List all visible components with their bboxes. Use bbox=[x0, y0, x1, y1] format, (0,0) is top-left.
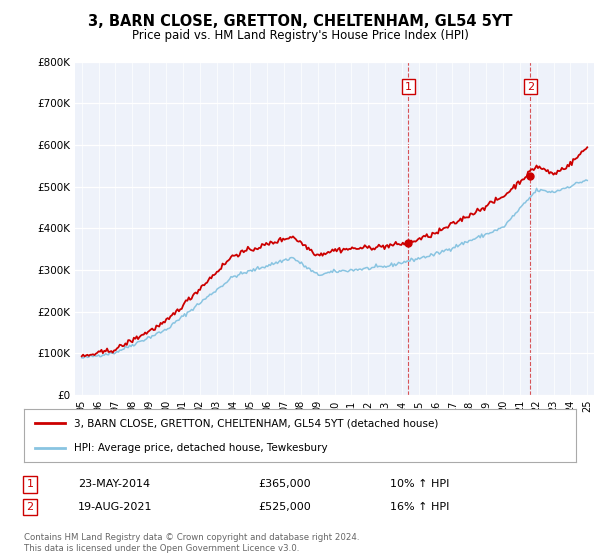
Text: HPI: Average price, detached house, Tewkesbury: HPI: Average price, detached house, Tewk… bbox=[74, 442, 328, 452]
Text: 16% ↑ HPI: 16% ↑ HPI bbox=[390, 502, 449, 512]
Text: 3, BARN CLOSE, GRETTON, CHELTENHAM, GL54 5YT (detached house): 3, BARN CLOSE, GRETTON, CHELTENHAM, GL54… bbox=[74, 418, 438, 428]
Text: 2: 2 bbox=[26, 502, 34, 512]
Text: Contains HM Land Registry data © Crown copyright and database right 2024.
This d: Contains HM Land Registry data © Crown c… bbox=[24, 533, 359, 553]
Text: 3, BARN CLOSE, GRETTON, CHELTENHAM, GL54 5YT: 3, BARN CLOSE, GRETTON, CHELTENHAM, GL54… bbox=[88, 14, 512, 29]
Text: 1: 1 bbox=[405, 82, 412, 92]
Text: 1: 1 bbox=[26, 479, 34, 489]
Text: 2: 2 bbox=[527, 82, 534, 92]
Text: £365,000: £365,000 bbox=[258, 479, 311, 489]
Text: 23-MAY-2014: 23-MAY-2014 bbox=[78, 479, 150, 489]
Text: £525,000: £525,000 bbox=[258, 502, 311, 512]
Text: 10% ↑ HPI: 10% ↑ HPI bbox=[390, 479, 449, 489]
Text: 19-AUG-2021: 19-AUG-2021 bbox=[78, 502, 152, 512]
Text: Price paid vs. HM Land Registry's House Price Index (HPI): Price paid vs. HM Land Registry's House … bbox=[131, 29, 469, 42]
